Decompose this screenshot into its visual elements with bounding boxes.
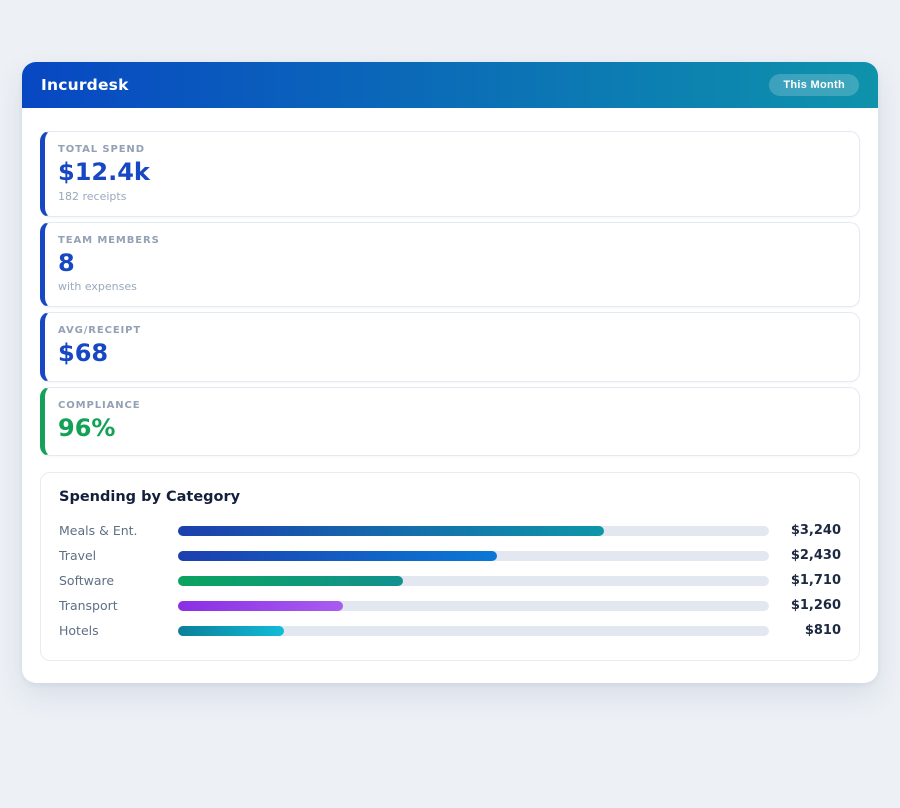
spending-by-category-card: Spending by Category Meals & Ent. $3,240… <box>40 472 860 662</box>
bar-fill <box>178 525 604 536</box>
stat-value: 96% <box>58 413 116 442</box>
stat-card-team-members: TEAM MEMBERS 8 with expenses <box>40 221 860 308</box>
stat-value: 8 <box>58 248 75 277</box>
category-row: Transport $1,260 <box>59 593 841 618</box>
stat-subtext: 182 receipts <box>58 189 127 203</box>
category-row: Meals & Ent. $3,240 <box>59 518 841 543</box>
category-value: $2,430 <box>790 548 841 564</box>
category-label: Transport <box>59 598 118 614</box>
bar-fill <box>178 575 403 586</box>
dashboard-card: Incurdesk This Month TOTAL SPEND $12.4k … <box>22 62 878 684</box>
stat-subtext: with expenses <box>58 280 137 294</box>
category-label: Meals & Ent. <box>59 523 138 539</box>
stat-card-compliance: COMPLIANCE 96% <box>40 386 860 457</box>
bar-track <box>178 575 769 586</box>
category-label: Travel <box>59 548 97 564</box>
section-title: Spending by Category <box>59 489 241 506</box>
bar-track <box>178 525 769 536</box>
header-bar: Incurdesk This Month <box>22 62 878 108</box>
bar-track <box>178 625 769 636</box>
category-label: Software <box>59 573 115 589</box>
bar-fill <box>178 625 285 636</box>
stat-card-total-spend: TOTAL SPEND $12.4k 182 receipts <box>40 131 860 217</box>
category-label: Hotels <box>59 623 99 639</box>
category-value: $3,240 <box>790 523 841 539</box>
bar-track <box>178 600 769 611</box>
stat-label: TOTAL SPEND <box>58 144 145 155</box>
stat-label: COMPLIANCE <box>58 399 141 411</box>
category-row: Travel $2,430 <box>59 543 841 568</box>
stat-card-avg-receipt: AVG/RECEIPT $68 <box>40 312 860 382</box>
stat-value: $12.4k <box>58 158 150 186</box>
stat-label: TEAM MEMBERS <box>58 234 160 246</box>
app-title: Incurdesk <box>41 76 129 94</box>
category-row: Software $1,710 <box>59 568 841 593</box>
period-badge[interactable]: This Month <box>769 74 859 96</box>
stat-label: AVG/RECEIPT <box>58 325 142 337</box>
bar-fill <box>178 600 344 611</box>
category-value: $810 <box>804 623 841 639</box>
category-value: $1,260 <box>790 598 841 614</box>
category-row: Hotels $810 <box>59 618 841 643</box>
category-value: $1,710 <box>790 573 841 589</box>
dashboard-content: TOTAL SPEND $12.4k 182 receipts TEAM MEM… <box>22 108 878 683</box>
bar-track <box>178 550 769 561</box>
stat-value: $68 <box>58 339 109 368</box>
bar-fill <box>178 550 498 561</box>
